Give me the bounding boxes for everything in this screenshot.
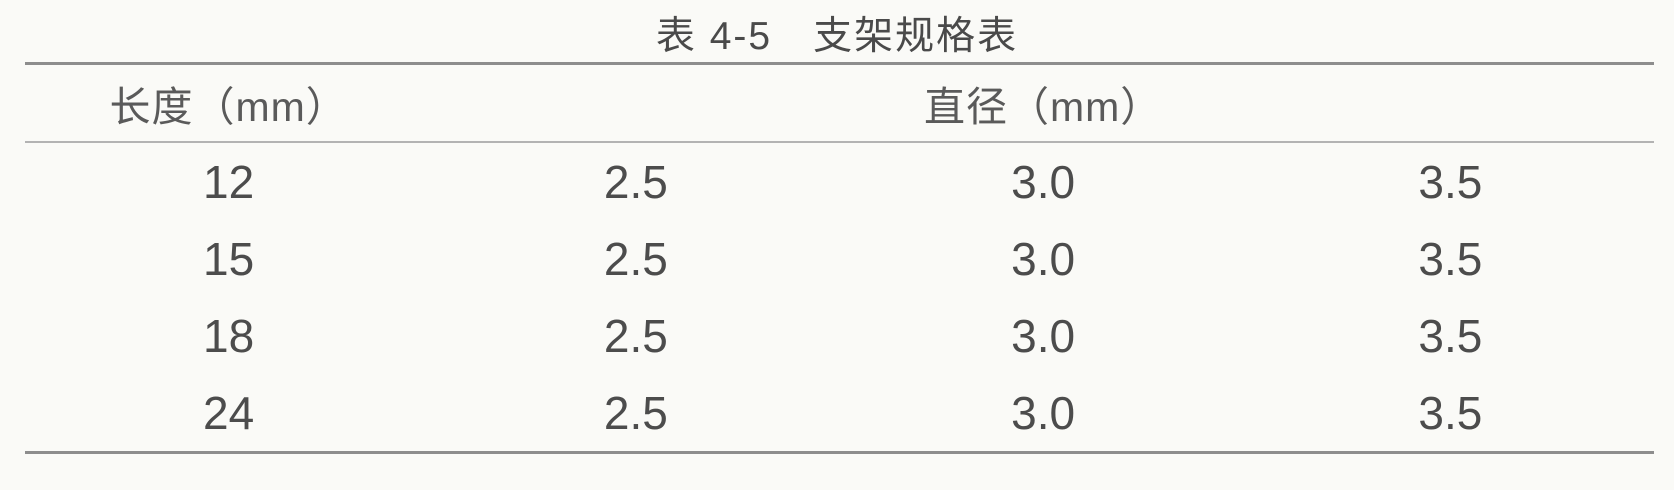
diameter-cell: 2.5 bbox=[603, 309, 668, 362]
length-cell: 18 bbox=[203, 309, 255, 362]
diameter-cell: 3.0 bbox=[1011, 309, 1076, 362]
length-cell: 12 bbox=[203, 155, 255, 208]
diameter-cell: 3.0 bbox=[1011, 232, 1076, 285]
length-cell: 15 bbox=[203, 232, 255, 285]
table-rule-bottom bbox=[25, 451, 1654, 454]
table-row: 18 2.5 3.0 3.5 bbox=[25, 297, 1654, 374]
table-row: 12 2.5 3.0 3.5 bbox=[25, 143, 1654, 220]
table-rule-top bbox=[25, 62, 1654, 65]
diameter-cell: 3.5 bbox=[1418, 309, 1483, 362]
length-cell: 24 bbox=[203, 386, 255, 439]
spec-table: 长度（mm） 直径（mm） 12 2.5 3.0 3.5 15 2.5 3.0 … bbox=[25, 62, 1654, 454]
table-rule-header-divider bbox=[25, 141, 1654, 143]
table-title: 表 4-5 支架规格表 bbox=[655, 15, 1019, 58]
column-header-diameter: 直径（mm） bbox=[923, 84, 1163, 130]
diameter-cell: 3.0 bbox=[1011, 155, 1076, 208]
table-header-row: 长度（mm） 直径（mm） bbox=[25, 65, 1654, 141]
table-row: 24 2.5 3.0 3.5 bbox=[25, 374, 1654, 451]
diameter-cell: 2.5 bbox=[603, 232, 668, 285]
diameter-cell: 3.0 bbox=[1011, 386, 1076, 439]
diameter-cell: 3.5 bbox=[1418, 155, 1483, 208]
diameter-cell: 3.5 bbox=[1418, 232, 1483, 285]
table-row: 15 2.5 3.0 3.5 bbox=[25, 220, 1654, 297]
diameter-cell: 2.5 bbox=[603, 386, 668, 439]
diameter-cell: 3.5 bbox=[1418, 386, 1483, 439]
column-header-length: 长度（mm） bbox=[109, 84, 348, 130]
diameter-cell: 2.5 bbox=[603, 155, 668, 208]
table-body: 12 2.5 3.0 3.5 15 2.5 3.0 3.5 18 2.5 3.0… bbox=[25, 143, 1654, 451]
